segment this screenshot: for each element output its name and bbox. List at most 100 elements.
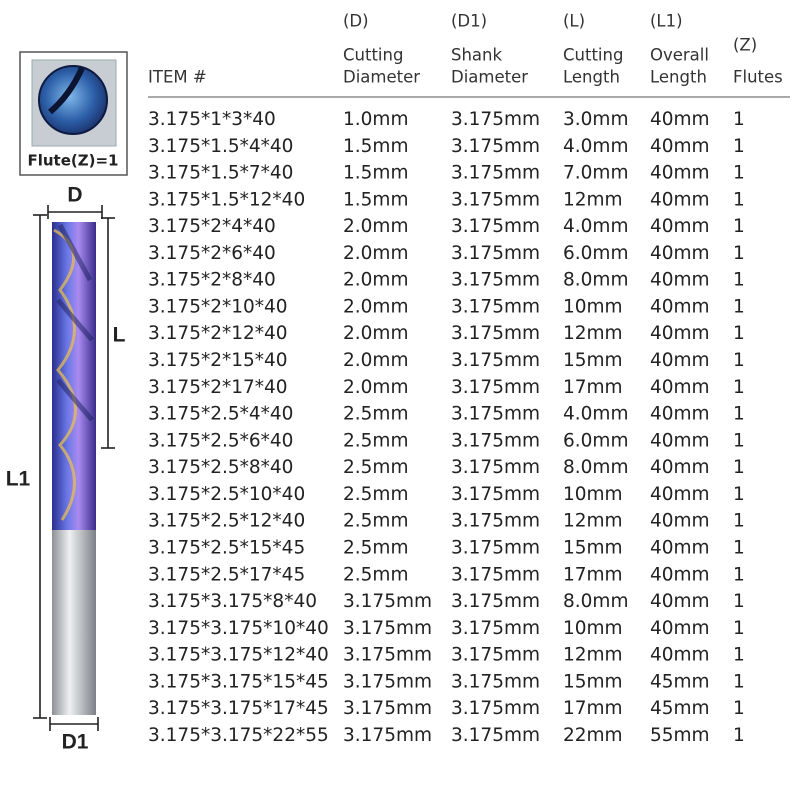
table-cell: 55mm (650, 725, 710, 746)
table-cell: 3.175*2.5*15*45 (148, 537, 305, 558)
table-cell: 3.175*1.5*4*40 (148, 136, 293, 157)
table-cell: 3.175*2*4*40 (148, 216, 276, 237)
table-cell: 3.175mm (451, 618, 540, 639)
table-cell: 40mm (650, 645, 710, 666)
table-cell: 12mm (563, 189, 623, 210)
column-header: ITEM # (148, 68, 207, 87)
table-cell: 3.175*2*10*40 (148, 296, 288, 317)
table-cell: 3.175mm (343, 725, 432, 746)
table-cell: 1 (733, 109, 745, 130)
table-cell: 1 (733, 671, 745, 692)
table-cell: 2.0mm (343, 216, 408, 237)
table-cell: 3.175*2*6*40 (148, 243, 276, 264)
column-header: Cutting (343, 46, 403, 65)
table-cell: 2.0mm (343, 377, 408, 398)
table-cell: 40mm (650, 323, 710, 344)
column-code: (Z) (733, 36, 757, 55)
table-cell: 3.175mm (451, 645, 540, 666)
column-code: (L1) (650, 12, 683, 31)
table-cell: 1 (733, 511, 745, 532)
table-cell: 40mm (650, 537, 710, 558)
table-cell: 7.0mm (563, 163, 628, 184)
table-cell: 1 (733, 136, 745, 157)
table-cell: 1 (733, 591, 745, 612)
table-cell: 3.175mm (451, 163, 540, 184)
table-cell: 3.175mm (343, 591, 432, 612)
table-cell: 2.0mm (343, 270, 408, 291)
table-cell: 1 (733, 618, 745, 639)
column-header: Shank (451, 46, 502, 65)
table-cell: 3.175mm (451, 430, 540, 451)
table-cell: 3.175*2.5*6*40 (148, 430, 293, 451)
table-cell: 40mm (650, 109, 710, 130)
table-cell: 1 (733, 404, 745, 425)
table-cell: 3.175*3.175*12*40 (148, 645, 329, 666)
badge-label: Flute(Z)=1 (27, 152, 118, 170)
table-cell: 2.0mm (343, 243, 408, 264)
table-cell: 40mm (650, 296, 710, 317)
table-cell: 3.175mm (451, 564, 540, 585)
table-cell: 3.175mm (451, 189, 540, 210)
table-cell: 12mm (563, 511, 623, 532)
table-cell: 17mm (563, 377, 623, 398)
table-cell: 1 (733, 163, 745, 184)
table-cell: 2.5mm (343, 457, 408, 478)
column-header: Flutes (733, 68, 783, 87)
table-cell: 3.175*2.5*8*40 (148, 457, 293, 478)
table-cell: 8.0mm (563, 270, 628, 291)
table-cell: 40mm (650, 377, 710, 398)
table-cell: 1 (733, 350, 745, 371)
table-cell: 2.0mm (343, 350, 408, 371)
table-cell: 40mm (650, 591, 710, 612)
table-cell: 3.175mm (451, 243, 540, 264)
table-cell: 3.175mm (451, 270, 540, 291)
table-cell: 3.175mm (343, 698, 432, 719)
table-cell: 3.175mm (343, 618, 432, 639)
table-cell: 1 (733, 296, 745, 317)
table-cell: 17mm (563, 698, 623, 719)
column-header: Overall (650, 46, 709, 65)
table-cell: 1 (733, 457, 745, 478)
table-cell: 40mm (650, 457, 710, 478)
badge: Flute(Z)=1 (19, 51, 128, 176)
table-cell: 3.175mm (451, 216, 540, 237)
table-cell: 3.175*2*15*40 (148, 350, 288, 371)
spec-table: ITEM # Cutting Diameter (D) Shank Diameter (D1… (148, 12, 783, 746)
table-cell: 3.175mm (451, 591, 540, 612)
dim-label: L (113, 324, 126, 347)
table-cell: 12mm (563, 645, 623, 666)
table-cell: 40mm (650, 350, 710, 371)
table-cell: 1 (733, 377, 745, 398)
table-cell: 3.175*2*12*40 (148, 323, 288, 344)
table-cell: 40mm (650, 511, 710, 532)
table-cell: 3.175mm (451, 537, 540, 558)
table-cell: 1 (733, 430, 745, 451)
table-cell: 3.175mm (451, 725, 540, 746)
table-cell: 2.5mm (343, 564, 408, 585)
table-cell: 40mm (650, 404, 710, 425)
table-cell: 1 (733, 698, 745, 719)
table-cell: 40mm (650, 243, 710, 264)
column-code: (D) (343, 12, 369, 31)
table-cell: 1 (733, 189, 745, 210)
table-cell: 3.175*2*8*40 (148, 270, 276, 291)
table-cell: 2.5mm (343, 404, 408, 425)
table-cell: 1.0mm (343, 109, 408, 130)
dim-label: D (67, 184, 82, 207)
table-cell: 2.5mm (343, 537, 408, 558)
table-cell: 15mm (563, 537, 623, 558)
table-cell: 1 (733, 725, 745, 746)
table-cell: 15mm (563, 350, 623, 371)
table-cell: 3.0mm (563, 109, 628, 130)
table-cell: 1 (733, 216, 745, 237)
table-cell: 3.175mm (451, 404, 540, 425)
table-cell: 40mm (650, 189, 710, 210)
table-cell: 3.175*1*3*40 (148, 109, 276, 130)
tool-drawing: D L L1 D1 (6, 184, 126, 754)
table-cell: 8.0mm (563, 591, 628, 612)
table-cell: 3.175*3.175*17*45 (148, 698, 329, 719)
table-cell: 3.175*3.175*8*40 (148, 591, 317, 612)
table-cell: 40mm (650, 430, 710, 451)
column-header: Cutting (563, 46, 623, 65)
